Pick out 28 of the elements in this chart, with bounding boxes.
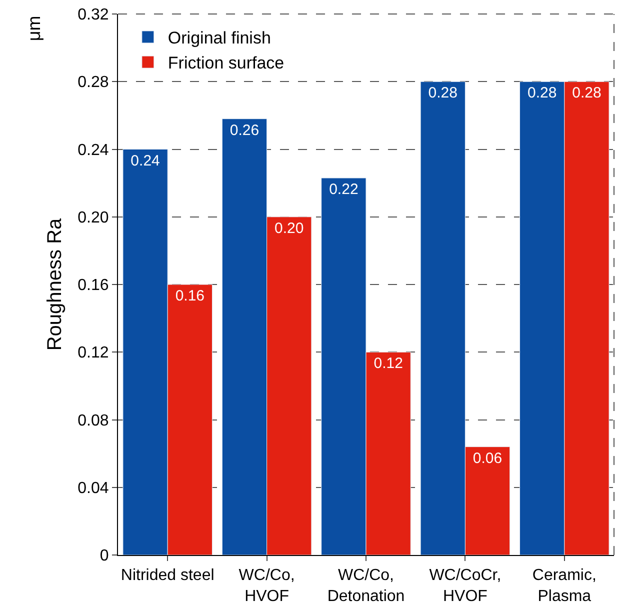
y-tick-label: 0.16 bbox=[78, 277, 109, 294]
y-axis-title: Roughness Ra bbox=[44, 217, 66, 351]
data-label: 0.16 bbox=[175, 288, 205, 304]
y-tick-label: 0.32 bbox=[78, 6, 109, 24]
y-tick-label: 0.24 bbox=[78, 142, 109, 159]
text: μm bbox=[24, 16, 44, 42]
x-tick-label: WC/CoCr, HVOF bbox=[429, 567, 502, 605]
data-label: 0.06 bbox=[472, 450, 502, 467]
data-label: 0.26 bbox=[230, 122, 260, 139]
data-label: 0.24 bbox=[130, 152, 160, 170]
data-label: 0.28 bbox=[572, 84, 602, 102]
y-tick-label: 0 bbox=[100, 548, 109, 565]
y-tick-label: 0.20 bbox=[78, 209, 109, 226]
y-tick-label: 0.28 bbox=[78, 74, 109, 92]
x-tick-label: WC/Co, Detonation bbox=[327, 567, 405, 605]
legend-label: Original finish bbox=[168, 28, 271, 48]
y-tick-label: 0.04 bbox=[78, 480, 109, 497]
legend-label: Friction surface bbox=[168, 54, 284, 73]
data-label: 0.22 bbox=[329, 180, 358, 198]
data-label: 0.28 bbox=[527, 84, 557, 102]
data-label: 0.20 bbox=[274, 220, 304, 237]
x-tick-label: Ceramic, Plasma bbox=[532, 567, 596, 605]
x-tick-label: WC/Co, HVOF bbox=[238, 567, 295, 605]
data-label: 0.28 bbox=[428, 84, 458, 102]
y-tick-label: 0.08 bbox=[78, 412, 109, 430]
data-label: 0.12 bbox=[374, 355, 403, 372]
x-tick-label: Nitrided steel bbox=[120, 567, 214, 584]
y-tick-label: 0.12 bbox=[78, 344, 109, 362]
